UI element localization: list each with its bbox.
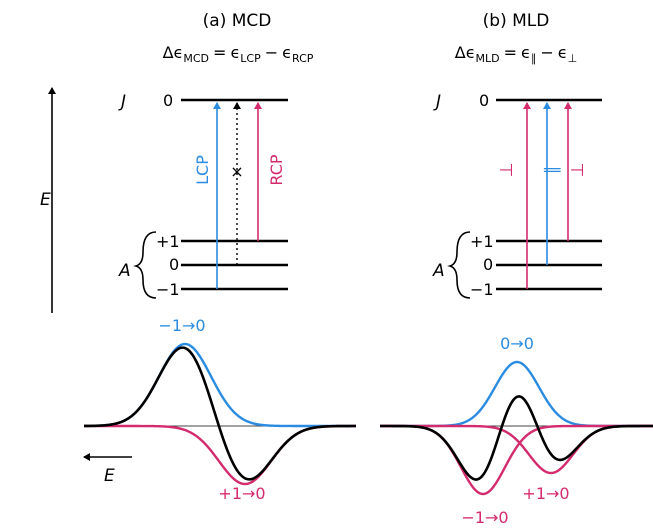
mcd-level-label-plus1: +1 <box>156 232 180 251</box>
mld-total-spectrum <box>380 395 653 481</box>
mld-panel: (b) MLD ΔϵMLD = ϵ∥ − ϵ⊥ J A 0 +1 0 −1 ⊥ ∥ ⊥ … <box>380 11 653 527</box>
mcd-blue-band <box>83 342 356 428</box>
mld-parallel-label: ∥ <box>542 166 562 175</box>
mld-level-label-0: 0 <box>483 255 493 274</box>
mld-perp-right-label: ⊥ <box>568 163 588 178</box>
mcd-magenta-band-label: +1→0 <box>218 484 265 503</box>
mld-level-label-minus1: −1 <box>470 280 494 299</box>
mld-upper-state-label: J <box>433 92 441 112</box>
mld-magenta-left-band <box>380 424 653 496</box>
mcd-rcp-label: RCP <box>267 154 286 185</box>
mcd-spectrum-energy-label: E <box>104 466 115 486</box>
mld-blue-band <box>380 360 653 428</box>
mld-upper-level-label: 0 <box>479 91 489 110</box>
mcd-total-spectrum <box>83 346 356 481</box>
energy-axis-label: E <box>40 190 51 210</box>
mcd-panel: (a) MCD ΔϵMCD = ϵLCP − ϵRCP J A 0 +1 0 −1 LC… <box>83 11 356 503</box>
mld-magenta-left-band-label: −1→0 <box>461 508 508 527</box>
mcd-level-label-minus1: −1 <box>156 280 180 299</box>
mld-perp-left-label: ⊥ <box>497 163 517 178</box>
mld-level-label-plus1: +1 <box>470 232 494 251</box>
mcd-lower-state-brace <box>133 231 157 299</box>
mcd-upper-state-label: J <box>118 92 126 112</box>
mld-lower-state-brace <box>447 231 471 299</box>
mcd-level-label-0: 0 <box>169 255 179 274</box>
mcd-lcp-label: LCP <box>193 155 212 185</box>
mld-magenta-right-band-label: +1→0 <box>522 484 569 503</box>
mcd-magenta-band <box>84 424 356 486</box>
mcd-equation: ΔϵMCD = ϵLCP − ϵRCP <box>163 43 314 65</box>
mld-panel-title: (b) MLD <box>483 11 550 31</box>
mld-equation: ΔϵMLD = ϵ∥ − ϵ⊥ <box>455 43 577 65</box>
mcd-lower-state-label: A <box>118 261 131 281</box>
mcd-blue-band-label: −1→0 <box>158 316 205 335</box>
mcd-upper-level-label: 0 <box>163 91 173 110</box>
mcd-panel-title: (a) MCD <box>203 11 272 31</box>
mld-lower-state-label: A <box>432 261 445 281</box>
mld-blue-band-label: 0→0 <box>500 334 534 353</box>
mcd-forbidden-cross: × <box>230 162 243 181</box>
